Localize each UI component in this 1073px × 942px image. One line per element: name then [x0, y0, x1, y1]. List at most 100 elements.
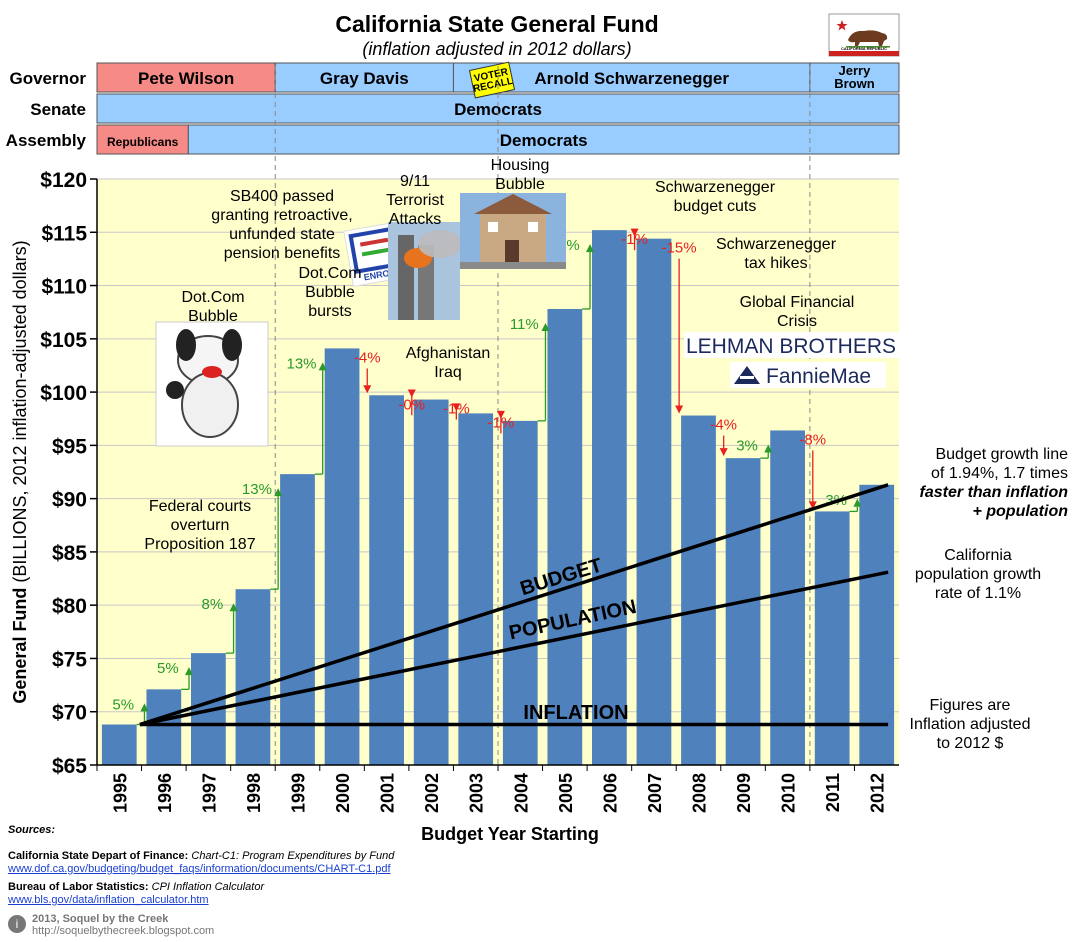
- y-tick-label: $105: [40, 329, 87, 352]
- plot-area: $65 $70 $75 $80 $85 $90 $95 $100 $105 $110 $115 $12…: [10, 66, 899, 844]
- change-marker: -15%: [662, 240, 697, 414]
- x-tick-label: 2008: [690, 773, 710, 813]
- change-label: 3%: [736, 437, 758, 454]
- y-tick-label: $110: [41, 276, 87, 299]
- change-arrowhead: [586, 244, 595, 253]
- source-title: CPI Inflation Calculator: [151, 881, 265, 893]
- x-tick-label: 2001: [378, 773, 398, 813]
- y-axis-label: General Fund (BILLIONS, 2012 inflation-a…: [10, 240, 30, 703]
- politics-cell-label: Arnold Schwarzenegger: [534, 69, 729, 88]
- change-marker: 11%: [510, 316, 550, 422]
- change-label: -1%: [621, 231, 648, 248]
- voter-recall-badge: VOTERRECALL: [468, 61, 516, 99]
- bar-2005: [547, 308, 583, 765]
- change-arrowhead: [630, 228, 639, 237]
- trend-line-budget: [139, 483, 889, 727]
- y-tick-label: $95: [52, 435, 87, 458]
- budget-note-4: + population: [972, 503, 1068, 520]
- change-marker: -4%: [710, 417, 737, 457]
- source-org: Bureau of Labor Statistics:: [8, 881, 149, 893]
- change-label: -4%: [354, 349, 381, 366]
- politics-cell-label: Democrats: [454, 100, 542, 119]
- x-tick-label: 2005: [556, 773, 576, 813]
- x-tick-label: 1995: [110, 773, 130, 813]
- annotation-afghanistan: Afghanistan Iraq: [406, 345, 491, 381]
- dotcom-mascot-image: [155, 321, 269, 447]
- x-tick-label: 2002: [422, 773, 442, 813]
- change-arrowhead: [452, 403, 461, 412]
- politics-cell-label: Gray Davis: [320, 69, 409, 88]
- change-label: -15%: [662, 240, 697, 257]
- bar-2003: [458, 413, 494, 765]
- sources-block: Sources:: [8, 824, 55, 836]
- annotation-dotcom: Dot.Com Bubble: [181, 289, 244, 325]
- mascot-body: [181, 372, 239, 438]
- bar-2008: [681, 415, 716, 765]
- bar-2002: [413, 399, 449, 765]
- politics-cell: [187, 124, 900, 155]
- change-arrowhead: [274, 488, 283, 497]
- logo-mark: [359, 237, 389, 247]
- logo-bg: [684, 332, 899, 358]
- street: [460, 262, 566, 269]
- bar-2012: [859, 484, 895, 765]
- source-item-dof: California State Depart of Finance: Char…: [8, 850, 394, 876]
- credit-text: 2013, Soquel by the Creek: [32, 913, 169, 925]
- annotation-sb400: SB400 passed granting retroactive, unfunde…: [211, 188, 352, 262]
- change-marker: 3%: [736, 437, 773, 459]
- politics-cell-label: Democrats: [500, 131, 588, 150]
- change-marker: -4%: [354, 349, 381, 394]
- bar-2010: [770, 430, 805, 765]
- change-arrowhead: [764, 444, 773, 453]
- change-marker: 5%: [157, 660, 194, 691]
- change-label: 5%: [157, 660, 179, 677]
- y-tick-label: $75: [52, 648, 87, 671]
- bar-1995: [101, 724, 137, 765]
- source-link-bls[interactable]: www.bls.gov/data/inflation_calculator.ht…: [8, 894, 209, 906]
- bar-1998: [235, 589, 271, 765]
- house-window: [488, 222, 498, 232]
- house-roof: [474, 194, 552, 214]
- budget-note-3: faster than inflation: [920, 484, 1069, 501]
- change-arrowhead: [229, 603, 238, 612]
- source-link-dof[interactable]: www.dof.ca.gov/budgeting/budget_faqs/inf…: [8, 863, 391, 875]
- annotation-gfc: Global Financial Crisis: [740, 294, 855, 330]
- x-tick-label: 1998: [244, 773, 264, 813]
- change-label: -4%: [710, 417, 737, 434]
- change-arrowhead: [407, 389, 416, 398]
- fanniemae-text: FannieMae: [766, 365, 871, 388]
- x-tick-label: 2000: [333, 773, 353, 813]
- change-marker: -1%: [621, 228, 648, 251]
- annotation-911: 9/11 Terrorist Attacks: [386, 173, 444, 228]
- annotation-inflation: Figures are Inflation adjusted to 2012 $: [910, 697, 1031, 752]
- change-marker: -8%: [799, 431, 826, 510]
- flag-text: CALIFORNIA REPUBLIC: [841, 46, 887, 51]
- microphone-icon: [166, 381, 184, 399]
- x-tick-label: 2010: [779, 773, 799, 813]
- change-label: 5%: [112, 696, 134, 713]
- y-tick-label: $90: [52, 489, 87, 512]
- smoke: [418, 230, 462, 258]
- annotation-tax-hikes: Schwarzenegger tax hikes: [716, 236, 837, 272]
- bar-1996: [146, 689, 182, 765]
- credit-url[interactable]: http://soquelbythecreek.blogspot.com: [32, 925, 215, 937]
- change-arrowhead: [719, 448, 728, 457]
- change-label: 11%: [510, 316, 539, 333]
- annotations: Dot.Com Bubble SB400 passed granting retroa…: [144, 157, 1068, 752]
- politics-cell: [96, 62, 276, 93]
- budget-note-2: of 1.94%, 1.7 times: [931, 465, 1068, 482]
- credit-block: i 2013, Soquel by the Creek http://soque…: [8, 913, 214, 937]
- change-marker: 8%: [202, 596, 238, 654]
- y-tick-label: $85: [52, 542, 87, 565]
- logo-mark: [361, 247, 390, 257]
- change-marker: -1%: [488, 410, 514, 434]
- politics-cell: [809, 62, 900, 93]
- y-tick-label: $100: [40, 382, 87, 405]
- politics-cell-label: Pete Wilson: [138, 69, 234, 88]
- change-label: 13%: [286, 355, 316, 372]
- copyright-icon: i: [8, 915, 26, 933]
- annotation-dotcom-burst: Dot.Com Bubble bursts: [298, 265, 361, 320]
- mascot-ear: [222, 329, 242, 361]
- bar-2011: [814, 511, 850, 765]
